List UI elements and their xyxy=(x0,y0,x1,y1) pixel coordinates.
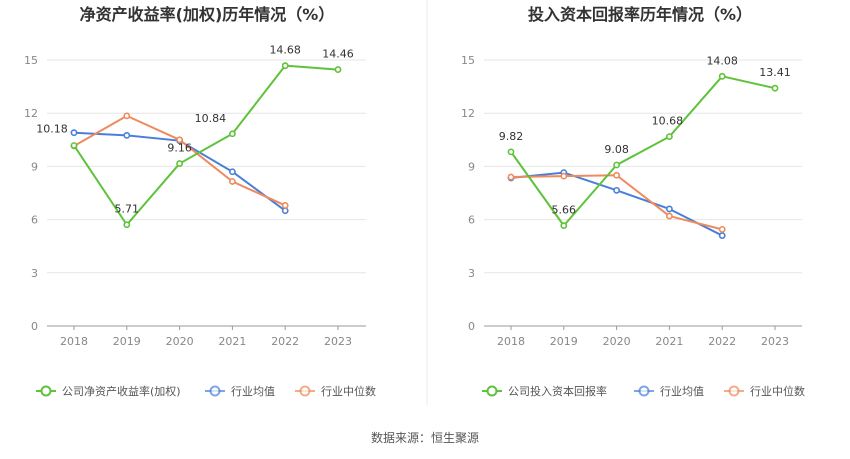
data-label: 9.82 xyxy=(499,130,524,143)
data-point xyxy=(613,171,620,179)
legend-label: 行业均值 xyxy=(231,385,275,398)
data-label: 10.68 xyxy=(652,115,684,128)
chart-panel-1: 净资产收益率(加权)历年情况（%） 0 3 6 9 12 15 2018 2019 2020 202… xyxy=(24,5,376,398)
x-tick-label: 2020 xyxy=(166,335,194,348)
data-point xyxy=(718,232,726,239)
x-tick-label: 2023 xyxy=(761,335,789,348)
data-point xyxy=(123,221,131,229)
data-label: 14.68 xyxy=(269,44,301,57)
data-point xyxy=(718,72,726,80)
data-point xyxy=(666,212,673,220)
y-tick-label: 3 xyxy=(31,267,38,280)
source-note: 数据来源：恒生聚源 xyxy=(371,430,479,445)
data-point xyxy=(666,133,673,141)
legend-marker xyxy=(638,385,650,397)
chart-panel-2: 投入资本回报率历年情况（%） 0 3 6 9 12 15 2018 2019 2020 2021 20… xyxy=(461,5,805,398)
data-point xyxy=(613,161,620,169)
data-point xyxy=(560,172,568,180)
series-line-3 xyxy=(510,174,723,231)
y-tick-label: 9 xyxy=(468,160,475,173)
data-label: 14.08 xyxy=(706,54,738,67)
x-tick-label: 2019 xyxy=(550,335,578,348)
x-tick-label: 2018 xyxy=(497,335,525,348)
legend-label: 公司投入资本回报率 xyxy=(508,384,607,398)
x-tick-label: 2018 xyxy=(60,335,88,348)
data-point xyxy=(771,84,779,92)
y-tick-label: 15 xyxy=(24,54,38,67)
legend-label: 行业中位数 xyxy=(321,384,376,398)
x-tick-label: 2021 xyxy=(655,335,683,348)
x-tick-label: 2021 xyxy=(218,335,246,348)
data-point xyxy=(613,186,620,194)
data-point xyxy=(70,129,78,137)
data-point xyxy=(281,202,289,209)
data-label: 5.66 xyxy=(552,204,577,217)
legend-marker xyxy=(299,385,311,397)
data-label: 9.16 xyxy=(167,142,192,155)
data-point xyxy=(70,142,78,149)
legend-label: 行业中位数 xyxy=(750,384,805,398)
series-line-1 xyxy=(73,64,339,226)
legend-item-1: 公司投入资本回报率 xyxy=(482,384,607,398)
legend-item-3: 行业中位数 xyxy=(724,384,805,398)
data-point xyxy=(123,131,131,139)
data-label: 5.71 xyxy=(115,203,140,216)
data-point xyxy=(718,225,726,233)
data-point xyxy=(281,62,289,70)
legend-item-2: 行业均值 xyxy=(634,385,704,398)
y-tick-label: 6 xyxy=(31,214,38,227)
x-tick-label: 2020 xyxy=(603,335,631,348)
series-line-1 xyxy=(510,75,776,227)
y-tick-label: 12 xyxy=(461,107,475,120)
x-tick-label: 2022 xyxy=(271,335,299,348)
legend-marker xyxy=(209,385,221,397)
data-point xyxy=(281,207,289,215)
data-point xyxy=(666,205,673,213)
data-point xyxy=(176,160,183,167)
data-point xyxy=(228,130,236,138)
y-tick-label: 6 xyxy=(468,214,475,227)
data-point xyxy=(123,112,131,120)
legend-marker xyxy=(40,385,52,397)
y-tick-label: 9 xyxy=(31,160,38,173)
data-point xyxy=(176,136,183,144)
legend-marker xyxy=(486,385,498,397)
data-label: 13.41 xyxy=(759,66,791,79)
y-tick-label: 3 xyxy=(468,267,475,280)
chart-title: 投入资本回报率历年情况（%） xyxy=(528,5,752,24)
data-point xyxy=(228,168,236,176)
y-tick-label: 0 xyxy=(31,320,38,333)
data-point xyxy=(507,148,515,156)
data-point xyxy=(507,173,515,181)
data-label: 10.84 xyxy=(195,112,227,125)
x-tick-label: 2023 xyxy=(324,335,352,348)
x-tick-label: 2019 xyxy=(113,335,141,348)
x-tick-label: 2022 xyxy=(708,335,736,348)
data-point xyxy=(228,178,236,185)
data-label: 14.46 xyxy=(322,48,354,61)
data-label: 10.18 xyxy=(36,122,68,135)
series-line-2 xyxy=(510,171,723,237)
data-point xyxy=(560,222,568,230)
chart-title: 净资产收益率(加权)历年情况（%） xyxy=(80,5,335,24)
legend-marker xyxy=(728,385,740,397)
data-point xyxy=(334,66,342,73)
legend-item-2: 行业均值 xyxy=(205,385,275,398)
y-tick-label: 0 xyxy=(468,320,475,333)
data-label: 9.08 xyxy=(604,143,629,156)
y-tick-label: 15 xyxy=(461,54,475,67)
legend-item-1: 公司净资产收益率(加权) xyxy=(36,384,181,398)
legend-label: 行业均值 xyxy=(660,385,704,398)
legend-item-3: 行业中位数 xyxy=(295,384,376,398)
y-tick-label: 12 xyxy=(24,107,38,120)
legend-label: 公司净资产收益率(加权) xyxy=(62,384,181,398)
